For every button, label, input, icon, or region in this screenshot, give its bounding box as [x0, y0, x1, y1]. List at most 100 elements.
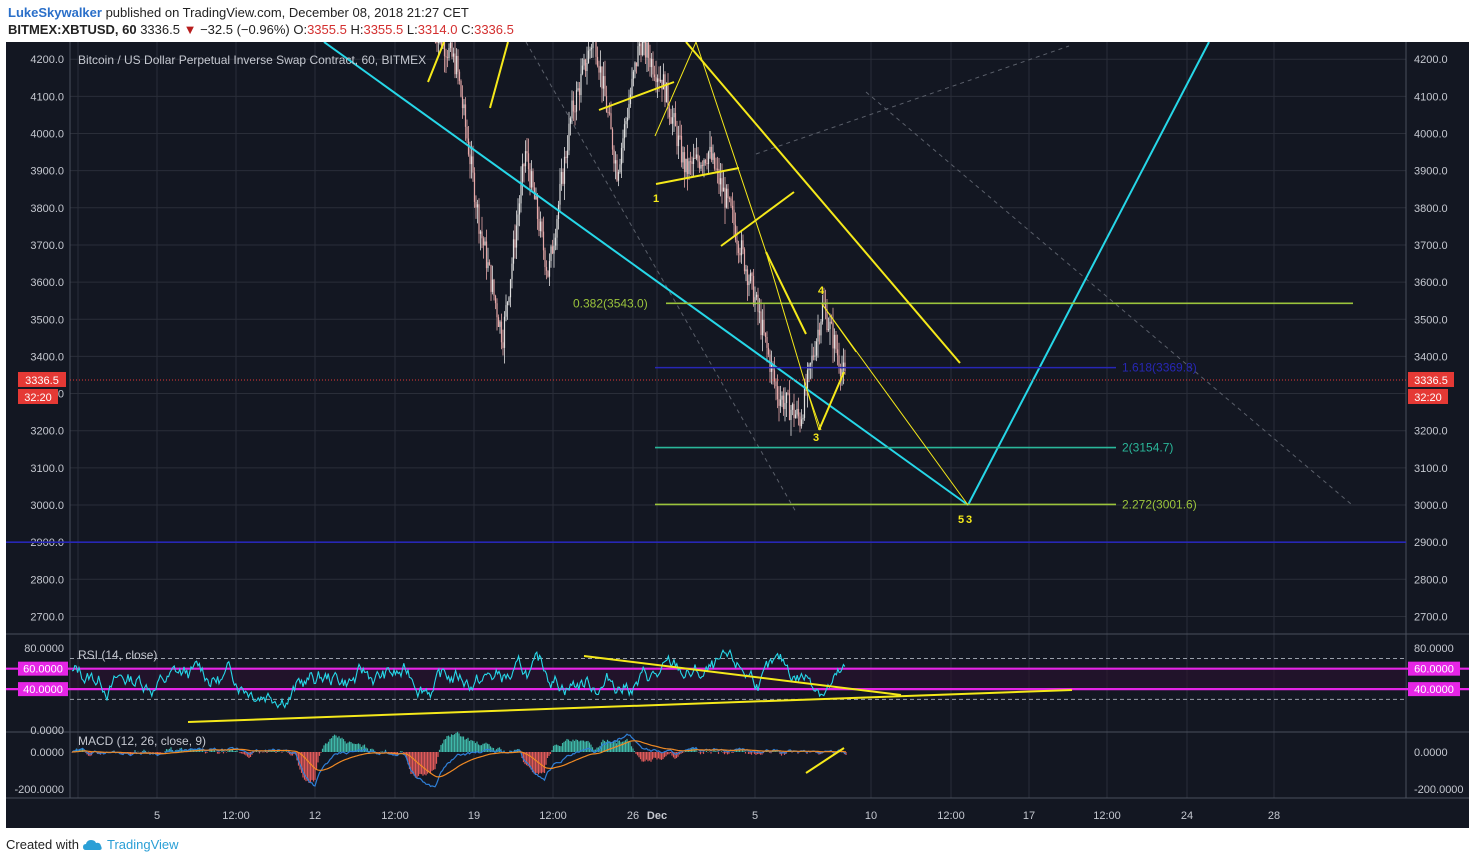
candle-body — [563, 156, 566, 184]
candle-body — [475, 201, 477, 208]
candle-body — [469, 154, 471, 165]
candle-body — [508, 297, 510, 303]
candle-body — [764, 332, 767, 337]
candle-body — [745, 269, 747, 272]
yellow-trend-drawing — [818, 371, 845, 431]
rsi-line — [71, 648, 846, 709]
rsi-tick-left: 80.0000 — [24, 643, 64, 655]
candle-body — [623, 124, 626, 139]
tradingview-brand[interactable]: TradingView — [106, 837, 179, 852]
candle-body — [763, 319, 765, 333]
candle-body — [586, 62, 588, 72]
candle-body — [796, 408, 798, 415]
candle-body — [487, 262, 489, 269]
candle-body — [554, 237, 557, 246]
open-label: O: — [293, 22, 308, 37]
macd-tick-right: 0.0000 — [1414, 747, 1448, 759]
yellow-trend-drawing — [654, 41, 697, 137]
candle-body — [458, 71, 461, 81]
candle-body — [760, 311, 762, 336]
candle-body — [548, 261, 551, 277]
candle-body — [448, 48, 450, 58]
candle-body — [566, 150, 569, 158]
countdown-badge-right — [1408, 388, 1448, 404]
y-tick-label-right: 3100.0 — [1414, 463, 1448, 475]
candle-body — [782, 395, 785, 410]
candle-body — [818, 329, 821, 336]
candle-body — [743, 249, 746, 272]
chart-area[interactable]: 4200.0 4200.0 4100.0 4100.0 4000.0 4000.0 3900… — [6, 41, 1469, 828]
change-value: −32.5 (−0.96%) — [200, 22, 290, 37]
wave-label: 3 — [966, 514, 972, 526]
candle-body — [812, 355, 815, 357]
candle-body — [512, 239, 515, 264]
candle-body — [436, 42, 438, 43]
candle-body — [748, 281, 750, 286]
candle-body — [728, 197, 731, 199]
candle-body — [538, 218, 540, 232]
candle-body — [506, 302, 509, 306]
yellow-trend-drawing — [695, 41, 767, 253]
candle-body — [752, 275, 755, 305]
macd-title: MACD (12, 26, close, 9) — [78, 734, 206, 748]
candle-body — [476, 204, 479, 208]
candle-body — [790, 409, 792, 420]
candle-body — [631, 78, 633, 95]
candle-body — [440, 42, 443, 47]
candle-body — [700, 164, 702, 169]
candle-body — [803, 386, 806, 418]
candle-body — [761, 319, 764, 336]
candle-body — [776, 386, 779, 400]
cyan-projection-line — [967, 41, 1210, 506]
candle-body — [592, 42, 594, 48]
candle-body — [824, 303, 827, 310]
y-tick-label-left: 2700.0 — [30, 611, 64, 623]
yellow-trend-drawing — [489, 41, 509, 109]
candle-body — [793, 404, 795, 418]
wave-label: 1 — [653, 193, 659, 205]
candle-body — [590, 47, 593, 50]
candle-body — [529, 169, 531, 188]
candle-body — [595, 42, 597, 57]
x-tick-label: 12:00 — [381, 810, 409, 822]
rsi-band-badge-left — [18, 682, 68, 697]
candle-body — [515, 225, 518, 248]
candle-body — [610, 113, 612, 130]
candle-body — [832, 323, 834, 349]
yellow-trend-drawing — [598, 81, 675, 111]
candle-body — [686, 158, 689, 175]
candle-body — [524, 151, 527, 167]
candle-body — [530, 171, 533, 188]
candle-body — [839, 367, 842, 377]
candle-body — [695, 154, 698, 159]
x-tick-label: 12:00 — [1093, 810, 1121, 822]
chart-svg[interactable]: 4200.0 4200.0 4100.0 4100.0 4000.0 4000.0 3900… — [6, 41, 1469, 828]
main-chart-title: Bitcoin / US Dollar Perpetual Inverse Sw… — [78, 53, 426, 67]
countdown-label-right: 32:20 — [1414, 392, 1442, 404]
candle-body — [833, 334, 836, 349]
author-link[interactable]: LukeSkywalker — [8, 5, 102, 20]
candle-body — [502, 342, 504, 348]
candle-body — [619, 164, 621, 173]
candle-body — [493, 279, 495, 296]
candle-body — [649, 58, 651, 68]
candle-body — [661, 79, 663, 90]
candle-body — [659, 79, 662, 82]
candle-body — [836, 349, 839, 356]
candle-body — [784, 403, 786, 410]
y-tick-label-right: 3200.0 — [1414, 426, 1448, 438]
candle-body — [709, 146, 711, 152]
candle-body — [613, 149, 615, 164]
candle-body — [455, 55, 458, 75]
macd-tick-left: 0.0000 — [30, 747, 64, 759]
candle-body — [842, 362, 845, 370]
candle-body — [607, 111, 609, 113]
y-tick-label-left: 4000.0 — [30, 129, 64, 141]
candle-body — [635, 62, 638, 67]
candle-body — [611, 129, 614, 150]
candle-body — [578, 88, 581, 96]
candle-body — [547, 270, 549, 277]
candle-body — [517, 214, 519, 226]
yellow-trend-drawing — [685, 41, 961, 364]
candle-body — [797, 408, 800, 417]
